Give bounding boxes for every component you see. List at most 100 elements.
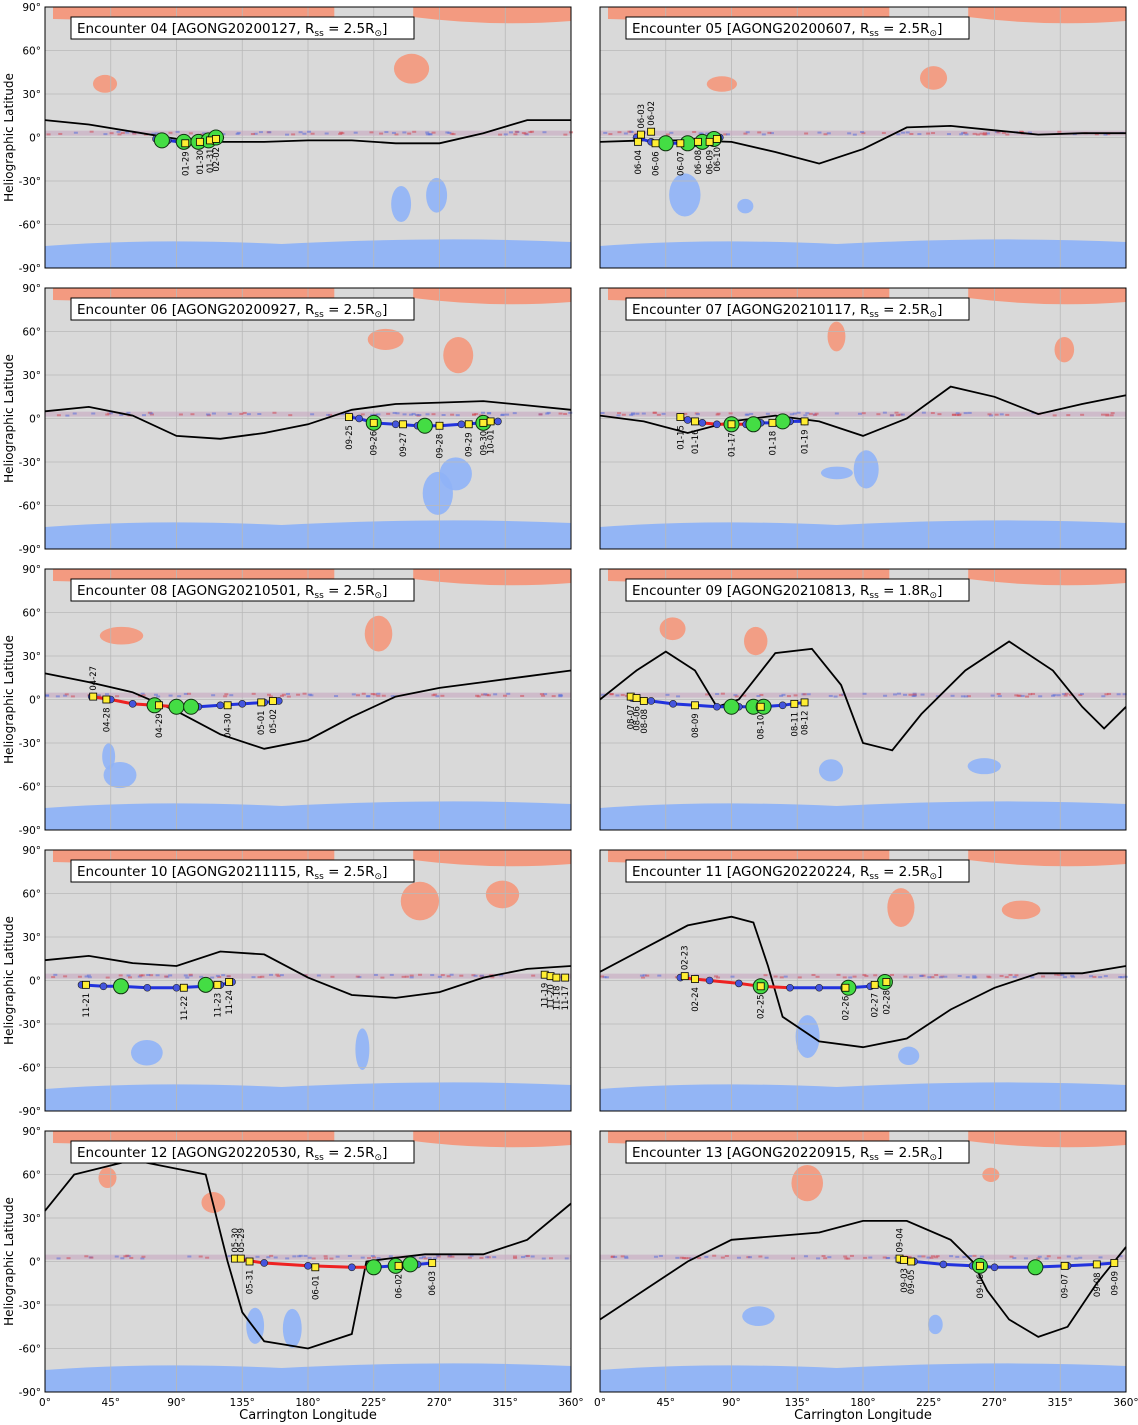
sampling-mark <box>183 974 188 977</box>
y-axis-label: Heliographic Latitude <box>2 1197 16 1326</box>
sampling-mark <box>390 695 395 698</box>
sampling-mark <box>423 1257 428 1260</box>
sampling-mark <box>338 132 343 135</box>
sampling-mark <box>1020 694 1025 697</box>
sampling-mark <box>395 412 400 415</box>
sampling-mark <box>156 695 161 698</box>
sampling-mark <box>273 1256 278 1259</box>
sampling-mark <box>412 130 417 133</box>
sampling-mark <box>999 974 1004 977</box>
neutral-line <box>44 1159 572 1350</box>
active-region-patch <box>898 1046 920 1066</box>
sampling-mark <box>435 1254 440 1257</box>
sampling-mark <box>105 976 110 979</box>
sampling-mark <box>149 412 154 415</box>
sampling-mark <box>58 132 63 135</box>
sampling-mark <box>155 974 160 977</box>
date-marker <box>428 1259 437 1267</box>
active-region-patch <box>282 1308 302 1348</box>
sampling-mark <box>950 694 955 697</box>
sampling-mark <box>125 131 130 134</box>
sampling-mark <box>1110 412 1115 415</box>
sampling-mark <box>267 131 272 134</box>
date-label: 11-17 <box>561 986 571 1011</box>
sampling-mark <box>909 976 914 979</box>
sampling-mark <box>402 413 407 416</box>
y-tick-label: 90° <box>22 2 41 14</box>
sampling-mark <box>761 133 766 136</box>
sampling-mark <box>965 976 970 979</box>
sampling-mark <box>852 975 857 978</box>
active-region-patch <box>485 880 520 909</box>
sampling-mark <box>917 1255 922 1258</box>
sampling-mark <box>733 694 738 697</box>
sampling-mark <box>558 412 563 415</box>
sampling-mark <box>120 1257 125 1260</box>
sampling-mark <box>1041 975 1046 978</box>
sampling-mark <box>679 1256 684 1259</box>
sampling-mark <box>120 132 125 135</box>
sampling-mark <box>882 411 887 414</box>
panel-title: Encounter 08 [AGONG20210501, Rss = 2.5R⊙… <box>77 583 387 601</box>
date-label: 01-17 <box>728 432 738 457</box>
x-tick-label: 90° <box>167 1397 186 1409</box>
date-marker <box>1110 1259 1119 1267</box>
sampling-mark <box>334 695 339 698</box>
sampling-mark <box>615 694 620 697</box>
title-box <box>625 578 970 602</box>
date-label: 06-02 <box>395 1274 405 1299</box>
date-marker <box>181 139 190 148</box>
sampling-mark <box>996 692 1001 695</box>
date-marker <box>394 1261 403 1270</box>
sampling-mark <box>1122 693 1127 696</box>
trajectory-point <box>355 414 363 423</box>
sampling-mark <box>1066 1255 1071 1258</box>
trajectory-point <box>128 700 137 708</box>
active-region-patch <box>791 1165 824 1202</box>
date-label: 11-24 <box>225 990 235 1015</box>
x-axis-label: Carrington Longitude <box>794 1408 932 1423</box>
neutral-line <box>44 119 571 145</box>
sampling-mark <box>183 692 188 695</box>
sampling-mark <box>450 413 455 416</box>
sampling-mark <box>624 1256 629 1259</box>
sampling-mark <box>895 414 900 417</box>
sampling-mark <box>988 414 993 417</box>
sampling-mark <box>340 132 345 135</box>
sampling-mark <box>909 132 914 135</box>
sampling-mark <box>1066 414 1071 417</box>
y-tick-label: -60° <box>19 782 41 794</box>
sampling-mark <box>205 413 210 416</box>
sampling-mark <box>929 1256 934 1259</box>
date-marker <box>712 135 721 143</box>
sampling-mark <box>108 412 113 415</box>
sampling-mark <box>323 1255 328 1258</box>
date-label: 01-18 <box>768 431 778 456</box>
sampling-mark <box>329 1257 334 1260</box>
date-label: 06-09 <box>706 150 716 175</box>
sampling-mark <box>73 131 78 134</box>
sampling-mark <box>1118 976 1123 979</box>
sampling-mark <box>65 414 70 417</box>
x-tick-label: 225° <box>361 1397 386 1409</box>
sampling-mark <box>449 973 454 976</box>
north-polar-region <box>968 1131 1126 1148</box>
date-marker <box>213 980 222 989</box>
sampling-mark <box>190 413 195 416</box>
sampling-mark <box>728 412 733 415</box>
sampling-mark <box>472 413 477 416</box>
sampling-mark <box>734 695 739 698</box>
sampling-mark <box>1109 414 1114 417</box>
date-label: 02-02 <box>212 147 222 172</box>
plot-frame <box>44 568 572 831</box>
sampling-mark <box>811 973 816 976</box>
trajectory-point <box>990 1263 999 1272</box>
sampling-mark <box>951 413 956 416</box>
neutral-line <box>44 400 572 440</box>
sampling-mark <box>749 412 754 415</box>
sampling-mark <box>149 974 154 977</box>
north-polar-region <box>413 7 571 24</box>
y-tick-label: 30° <box>22 370 41 382</box>
sampling-mark <box>1070 974 1075 977</box>
sampling-mark <box>242 411 247 414</box>
